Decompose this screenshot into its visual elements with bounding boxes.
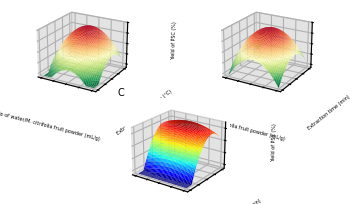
X-axis label: Ratio of water/M. citrifolia fruit powder (mL/g): Ratio of water/M. citrifolia fruit powde… [175, 109, 285, 142]
X-axis label: Ratio of water/M. citrifolia fruit powder (mL/g): Ratio of water/M. citrifolia fruit powde… [0, 109, 101, 142]
Y-axis label: Extraction time (min): Extraction time (min) [307, 94, 351, 131]
Text: C: C [117, 88, 124, 98]
Y-axis label: Extraction time (min): Extraction time (min) [215, 198, 262, 204]
Y-axis label: Extraction temperature (°C): Extraction temperature (°C) [116, 89, 173, 136]
